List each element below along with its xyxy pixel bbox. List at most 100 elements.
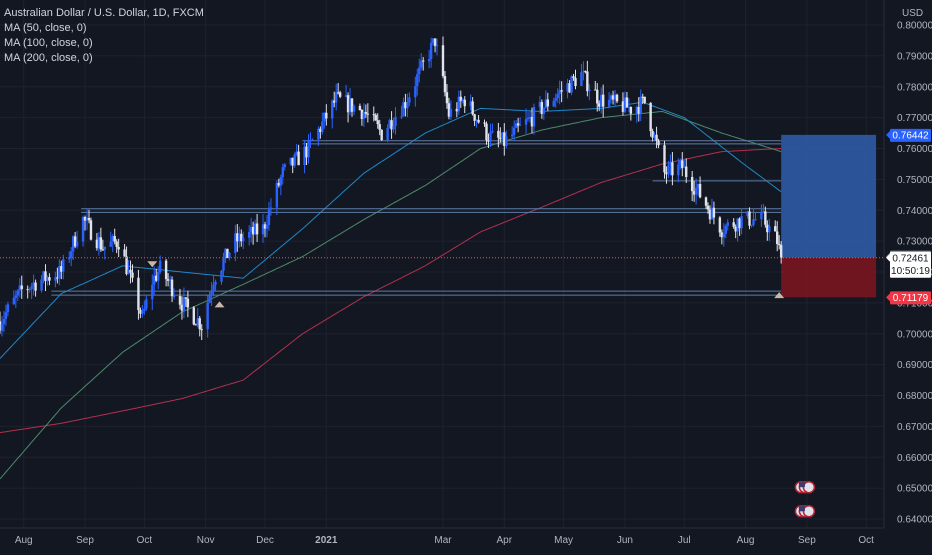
candle[interactable] <box>58 266 61 279</box>
candle[interactable] <box>558 90 561 95</box>
candle[interactable] <box>336 92 340 94</box>
ma100-label[interactable]: MA (100, close, 0) <box>4 37 93 49</box>
candle[interactable] <box>155 275 158 281</box>
candle[interactable] <box>28 289 31 291</box>
candle[interactable] <box>538 102 542 107</box>
candle[interactable] <box>352 105 356 112</box>
candle[interactable] <box>85 217 89 221</box>
candle[interactable] <box>346 95 350 113</box>
candle[interactable] <box>639 96 642 114</box>
candle[interactable] <box>710 207 714 220</box>
position-stop-zone[interactable] <box>781 257 877 298</box>
candle[interactable] <box>762 211 765 213</box>
symbol-title[interactable]: Australian Dollar / U.S. Dollar, 1D, FXC… <box>4 7 204 19</box>
candle[interactable] <box>489 132 492 142</box>
candle[interactable] <box>514 123 518 128</box>
candle[interactable] <box>95 239 99 249</box>
candle[interactable] <box>779 245 783 258</box>
candle[interactable] <box>443 76 447 93</box>
candle[interactable] <box>696 183 700 188</box>
candle[interactable] <box>170 279 174 297</box>
candle[interactable] <box>386 128 389 141</box>
candle[interactable] <box>499 137 502 140</box>
candle[interactable] <box>131 272 134 278</box>
candle[interactable] <box>297 151 300 166</box>
economic-event-icon[interactable] <box>802 480 816 494</box>
candle[interactable] <box>441 45 445 77</box>
candle[interactable] <box>736 218 739 232</box>
candle[interactable] <box>321 121 324 132</box>
candle[interactable] <box>18 285 21 291</box>
candle[interactable] <box>463 99 466 107</box>
candle[interactable] <box>255 223 259 235</box>
candle[interactable] <box>720 232 724 238</box>
candle[interactable] <box>570 76 573 93</box>
candle[interactable] <box>677 164 680 176</box>
candle[interactable] <box>414 86 417 98</box>
candle[interactable] <box>445 92 449 104</box>
candle[interactable] <box>350 98 354 112</box>
candle[interactable] <box>754 219 757 221</box>
candle[interactable] <box>83 217 87 221</box>
candle[interactable] <box>738 218 741 229</box>
candle[interactable] <box>683 166 686 169</box>
candle[interactable] <box>48 277 51 281</box>
candle[interactable] <box>30 286 33 290</box>
candle[interactable] <box>362 112 366 120</box>
candle[interactable] <box>764 211 767 225</box>
candle[interactable] <box>390 120 393 130</box>
candle[interactable] <box>528 116 532 118</box>
candle[interactable] <box>32 282 35 287</box>
candle[interactable] <box>706 205 710 210</box>
candle[interactable] <box>222 258 225 271</box>
candle[interactable] <box>6 304 10 313</box>
candle[interactable] <box>60 266 63 272</box>
candle[interactable] <box>483 122 486 124</box>
candle[interactable] <box>54 277 57 281</box>
candle[interactable] <box>269 207 273 210</box>
candle[interactable] <box>560 90 563 92</box>
candle[interactable] <box>113 236 116 242</box>
candle[interactable] <box>388 120 391 129</box>
candle[interactable] <box>406 102 409 109</box>
candle[interactable] <box>240 233 243 242</box>
candle[interactable] <box>319 128 322 132</box>
buy-marker-icon[interactable] <box>214 301 225 308</box>
candle[interactable] <box>137 277 140 311</box>
candle[interactable] <box>151 284 154 300</box>
position-target-zone[interactable] <box>781 134 877 258</box>
candle[interactable] <box>376 120 379 125</box>
candle[interactable] <box>607 99 611 107</box>
candle[interactable] <box>752 219 755 226</box>
candle[interactable] <box>196 318 199 326</box>
candle[interactable] <box>777 244 781 246</box>
candle[interactable] <box>669 162 672 166</box>
candle[interactable] <box>516 123 520 126</box>
candle[interactable] <box>722 233 726 238</box>
candle[interactable] <box>358 105 362 111</box>
candle[interactable] <box>208 295 211 303</box>
candle[interactable] <box>511 134 514 137</box>
candle[interactable] <box>712 207 716 218</box>
candle[interactable] <box>334 92 338 103</box>
candle[interactable] <box>667 165 670 175</box>
candle[interactable] <box>71 236 75 252</box>
candle[interactable] <box>69 251 73 258</box>
candle[interactable] <box>117 247 120 250</box>
candle[interactable] <box>653 134 656 138</box>
candle[interactable] <box>380 129 383 141</box>
candle[interactable] <box>698 183 702 198</box>
candle[interactable] <box>210 290 213 296</box>
candle[interactable] <box>766 224 769 233</box>
buy-marker-icon[interactable] <box>774 292 785 299</box>
candle[interactable] <box>433 38 437 47</box>
candle[interactable] <box>580 72 583 86</box>
candle[interactable] <box>679 160 682 165</box>
candle[interactable] <box>584 71 587 73</box>
candle[interactable] <box>2 318 6 324</box>
candle[interactable] <box>56 277 59 279</box>
candle[interactable] <box>512 127 516 135</box>
candle[interactable] <box>524 119 528 125</box>
candle[interactable] <box>726 222 729 226</box>
